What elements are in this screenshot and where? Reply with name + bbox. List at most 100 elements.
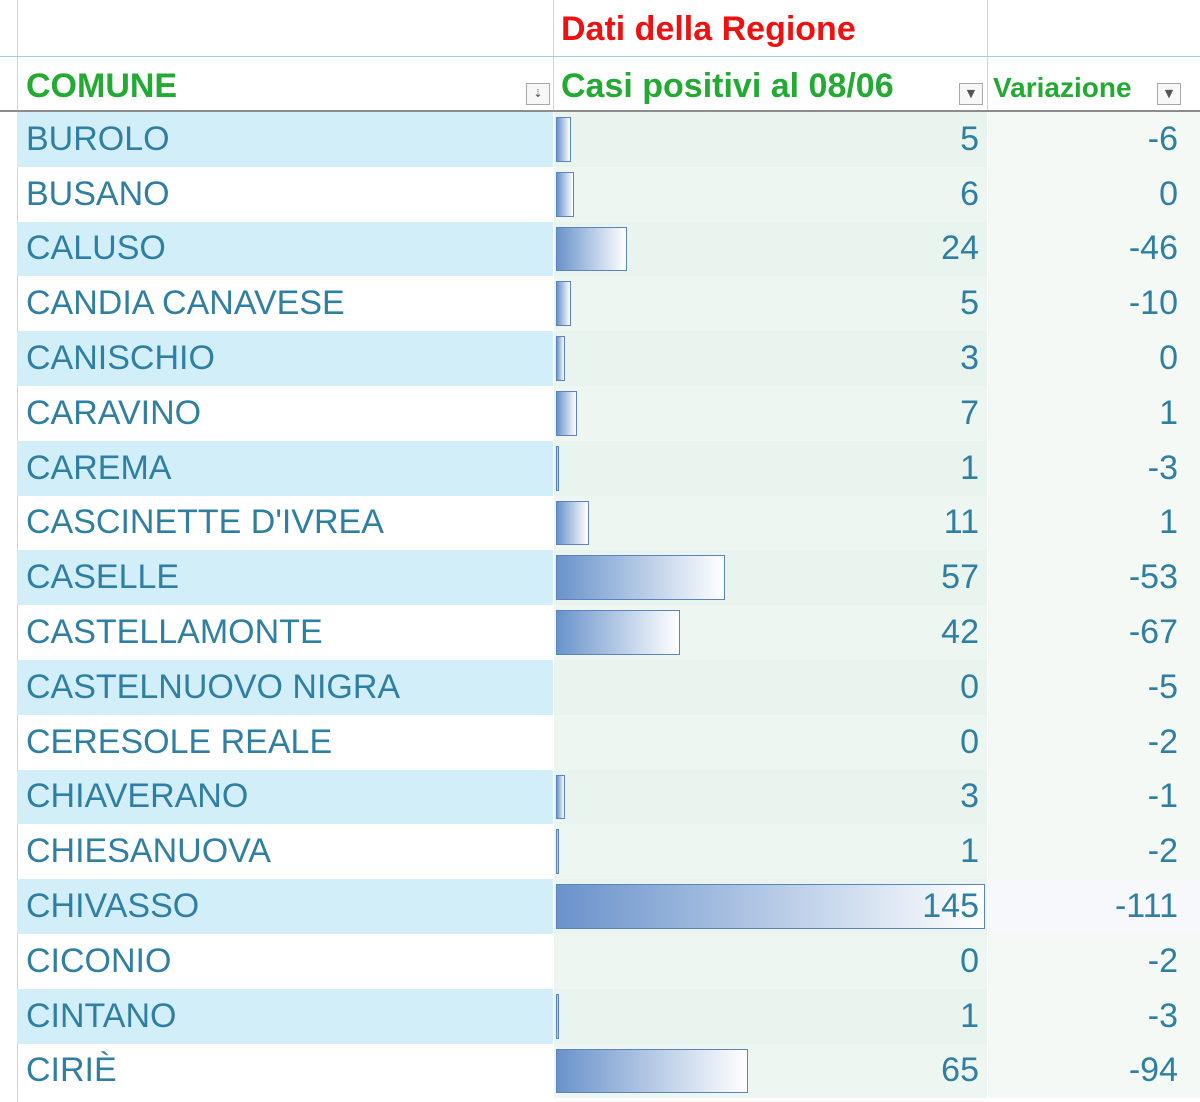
header-row-region: Dati della Regione — [0, 0, 1200, 57]
variazione-value: -5 — [1147, 667, 1178, 706]
cell-comune[interactable]: BUSANO — [26, 174, 170, 213]
cell-variazione[interactable]: 0 — [988, 331, 1200, 386]
cell-variazione[interactable]: 0 — [988, 166, 1200, 222]
cell-comune[interactable]: CHIVASSO — [17, 879, 553, 934]
cell-variazione[interactable]: 1 — [988, 495, 1200, 551]
table-row: CINTANO 1 -3 — [0, 988, 1200, 1044]
variazione-value: -10 — [1128, 284, 1178, 323]
cell-comune[interactable]: CANISCHIO — [17, 331, 553, 386]
table-row: CASELLE 57 -53 — [0, 550, 1200, 606]
column-header-comune[interactable]: COMUNE — [26, 67, 178, 105]
cell-variazione[interactable]: -1 — [988, 769, 1200, 825]
data-bar — [556, 993, 559, 1039]
cell-casi[interactable]: 3 — [554, 769, 987, 825]
variazione-value: -2 — [1147, 832, 1178, 871]
table-row: CHIVASSO 145 -111 — [0, 879, 1200, 934]
region-title: Dati della Regione — [561, 10, 856, 48]
cell-casi[interactable]: 5 — [554, 276, 987, 332]
cell-variazione[interactable]: -6 — [988, 112, 1200, 167]
column-header-variazione[interactable]: Variazione — [993, 72, 1132, 103]
table-row: BUROLO 5 -6 — [0, 112, 1200, 167]
table-row: CAREMA 1 -3 — [0, 440, 1200, 496]
cell-comune[interactable]: CINTANO — [17, 988, 553, 1044]
cell-casi[interactable]: 0 — [554, 714, 987, 770]
cell-variazione[interactable]: -3 — [988, 440, 1200, 496]
cell-casi[interactable]: 42 — [554, 605, 987, 660]
casi-value: 3 — [960, 339, 979, 378]
cell-comune[interactable]: CASCINETTE D'IVREA — [26, 503, 384, 542]
casi-value: 11 — [943, 503, 979, 542]
casi-value: 1 — [960, 448, 979, 487]
cell-casi[interactable]: 11 — [554, 495, 987, 551]
casi-value: 42 — [941, 613, 979, 652]
cell-casi[interactable]: 5 — [554, 112, 987, 167]
cell-comune[interactable]: CALUSO — [17, 221, 553, 277]
cell-comune[interactable]: CHIESANUOVA — [26, 832, 271, 871]
cell-comune[interactable]: CARAVINO — [26, 393, 202, 432]
cell-variazione[interactable]: -5 — [988, 659, 1200, 715]
cell-variazione[interactable]: -2 — [988, 714, 1200, 770]
cell-variazione[interactable]: -3 — [988, 988, 1200, 1044]
grid-line — [553, 57, 554, 110]
cell-comune[interactable]: CASTELLAMONTE — [26, 613, 323, 652]
cell-casi[interactable]: 1 — [554, 440, 987, 496]
data-bar — [556, 226, 627, 272]
table-row: BUSANO 6 0 — [0, 166, 1200, 222]
cell-variazione[interactable]: -46 — [988, 221, 1200, 277]
table-row: CANDIA CANAVESE 5 -10 — [0, 276, 1200, 332]
cell-comune[interactable]: CASELLE — [17, 550, 553, 606]
column-header-casi[interactable]: Casi positivi al 08/06 — [561, 67, 894, 105]
casi-value: 1 — [960, 832, 979, 871]
casi-value: 65 — [941, 1051, 979, 1090]
cell-comune[interactable]: CANDIA CANAVESE — [26, 284, 345, 323]
cell-comune[interactable]: BUROLO — [17, 112, 553, 167]
data-bar — [556, 117, 571, 162]
cell-casi[interactable]: 57 — [554, 550, 987, 606]
casi-value: 1 — [960, 996, 979, 1035]
cell-casi[interactable]: 1 — [554, 824, 987, 880]
casi-value: 24 — [941, 229, 979, 268]
cell-comune[interactable]: CASTELNUOVO NIGRA — [17, 659, 553, 715]
table-row: CERESOLE REALE 0 -2 — [0, 714, 1200, 770]
cell-variazione[interactable]: -94 — [988, 1043, 1200, 1099]
variazione-value: -94 — [1128, 1051, 1178, 1090]
data-bar — [556, 390, 577, 436]
cell-casi[interactable]: 65 — [554, 1043, 987, 1099]
cell-comune[interactable]: CAREMA — [17, 440, 553, 496]
cell-casi[interactable]: 6 — [554, 166, 987, 222]
cell-variazione[interactable]: -2 — [988, 824, 1200, 880]
cell-casi[interactable]: 0 — [554, 659, 987, 715]
variazione-value: 1 — [1159, 503, 1178, 542]
table-row: CIRIÈ 65 -94 — [0, 1043, 1200, 1099]
cell-casi[interactable]: 3 — [554, 331, 987, 386]
variazione-value: -2 — [1147, 941, 1178, 980]
dropdown-filter-icon[interactable]: ▼ — [959, 83, 983, 105]
dropdown-filter-icon[interactable]: ▼ — [1157, 83, 1181, 105]
cell-comune[interactable]: CICONIO — [26, 941, 172, 980]
cell-casi[interactable]: 7 — [554, 385, 987, 441]
variazione-value: -6 — [1147, 119, 1178, 158]
table-row: CASTELLAMONTE 42 -67 — [0, 605, 1200, 660]
cell-variazione[interactable]: -53 — [988, 550, 1200, 606]
cell-variazione[interactable]: -67 — [988, 605, 1200, 660]
cell-comune[interactable]: CHIAVERANO — [17, 769, 553, 825]
cell-variazione[interactable]: -10 — [988, 276, 1200, 332]
variazione-value: -3 — [1147, 448, 1178, 487]
cell-variazione[interactable]: 1 — [988, 385, 1200, 441]
grid-line — [987, 0, 988, 56]
sort-filter-icon[interactable]: ⇣ — [526, 83, 550, 105]
header-row-columns: COMUNE ⇣ Casi positivi al 08/06 ▼ Variaz… — [0, 57, 1200, 112]
data-bar — [556, 774, 565, 820]
cell-variazione[interactable]: -2 — [988, 933, 1200, 989]
variazione-value: -111 — [1114, 887, 1178, 926]
cell-comune[interactable]: CERESOLE REALE — [26, 722, 333, 761]
cell-casi[interactable]: 145 — [554, 879, 987, 934]
cell-casi[interactable]: 1 — [554, 988, 987, 1044]
cell-casi[interactable]: 0 — [554, 933, 987, 989]
cell-comune[interactable]: CIRIÈ — [26, 1051, 117, 1090]
cell-variazione[interactable]: -111 — [988, 879, 1200, 934]
casi-value: 57 — [941, 558, 979, 597]
cell-casi[interactable]: 24 — [554, 221, 987, 277]
table-row: CALUSO 24 -46 — [0, 221, 1200, 277]
data-bar — [556, 500, 589, 546]
